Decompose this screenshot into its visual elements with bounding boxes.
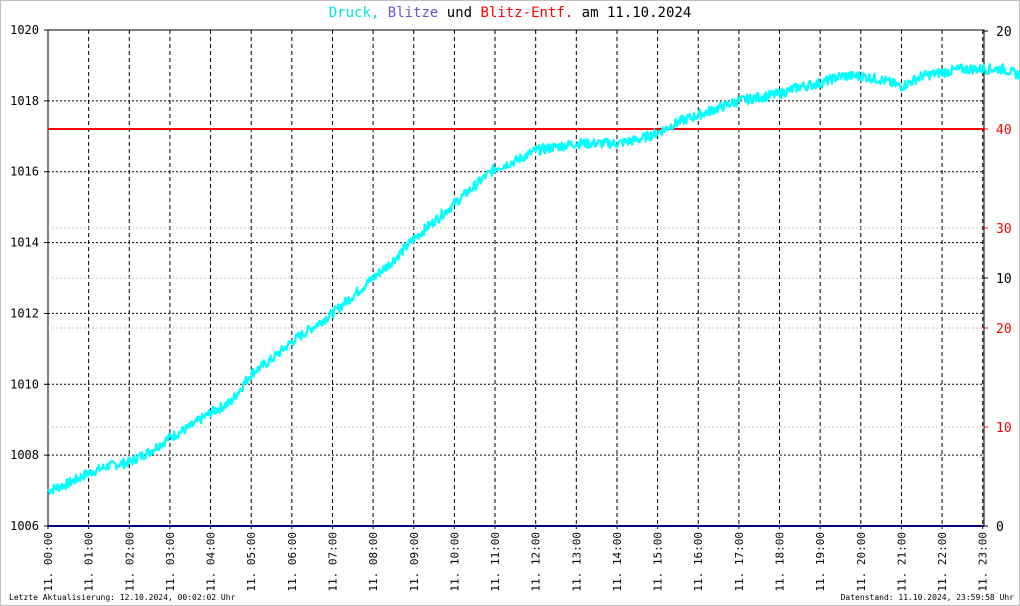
x-tick-label: 11. 14:00 bbox=[611, 532, 624, 592]
title-distance: Blitz-Entf. bbox=[480, 5, 574, 21]
footer-data-status: Datenstand: 11.10.2024, 23:59:58 Uhr bbox=[840, 593, 1014, 602]
x-tick-label: 11. 05:00 bbox=[245, 532, 258, 592]
y-right-distance-tick-label: 20 bbox=[996, 322, 1012, 337]
footer-last-update: Letzte Aktualisierung: 12.10.2024, 00:02… bbox=[9, 593, 236, 602]
title-date: am 11.10.2024 bbox=[581, 5, 692, 21]
x-tick-label: 11. 16:00 bbox=[692, 532, 705, 592]
title-pressure: Druck, bbox=[328, 5, 380, 21]
y-right-distance-tick-label: 10 bbox=[996, 421, 1012, 436]
x-tick-label: 11. 13:00 bbox=[570, 532, 583, 592]
x-tick-label: 11. 11:00 bbox=[489, 532, 502, 592]
x-tick-label: 11. 03:00 bbox=[164, 532, 177, 592]
y-right-count-tick-label: 10 bbox=[996, 272, 1012, 287]
y-left-tick-label: 1012 bbox=[10, 306, 39, 320]
y-left-tick-label: 1020 bbox=[10, 23, 39, 37]
x-tick-label: 11. 19:00 bbox=[814, 532, 827, 592]
series-pressure-line bbox=[47, 63, 1020, 495]
y-left-tick-label: 1008 bbox=[10, 448, 39, 462]
title-lightning: Blitze bbox=[387, 5, 439, 21]
x-tick-label: 11. 09:00 bbox=[408, 532, 421, 592]
x-tick-label: 11. 10:00 bbox=[448, 532, 461, 592]
x-tick-label: 11. 17:00 bbox=[733, 532, 746, 592]
y-left-tick-label: 1014 bbox=[10, 236, 39, 250]
x-tick-label: 11. 06:00 bbox=[286, 532, 299, 592]
x-tick-label: 11. 22:00 bbox=[936, 532, 949, 592]
title-and: und bbox=[446, 5, 473, 21]
x-tick-label: 11. 01:00 bbox=[83, 532, 96, 592]
y-right-distance-tick-label: 40 bbox=[996, 123, 1012, 138]
x-tick-label: 11. 21:00 bbox=[895, 532, 908, 592]
y-right-count-tick-label: 0 bbox=[996, 520, 1004, 535]
y-right-distance-tick-label: 30 bbox=[996, 222, 1012, 237]
y-left-tick-label: 1006 bbox=[10, 519, 39, 533]
x-tick-label: 11. 02:00 bbox=[123, 532, 136, 592]
y-right-count-tick-label: 20 bbox=[996, 25, 1012, 40]
y-left-tick-label: 1010 bbox=[10, 377, 39, 391]
y-left-tick-label: 1016 bbox=[10, 165, 39, 179]
chart-title: Druck, Blitze und Blitz-Entf. am 11.10.2… bbox=[0, 5, 1020, 21]
x-tick-label: 11. 18:00 bbox=[774, 532, 787, 592]
x-tick-label: 11. 15:00 bbox=[652, 532, 665, 592]
x-tick-label: 11. 12:00 bbox=[530, 532, 543, 592]
x-tick-label: 11. 04:00 bbox=[205, 532, 218, 592]
x-tick-label: 11. 23:00 bbox=[977, 532, 990, 592]
x-tick-label: 11. 00:00 bbox=[42, 532, 55, 592]
x-tick-label: 11. 20:00 bbox=[855, 532, 868, 592]
x-tick-label: 11. 07:00 bbox=[326, 532, 339, 592]
y-left-tick-label: 1018 bbox=[10, 94, 39, 108]
x-tick-label: 11. 08:00 bbox=[367, 532, 380, 592]
